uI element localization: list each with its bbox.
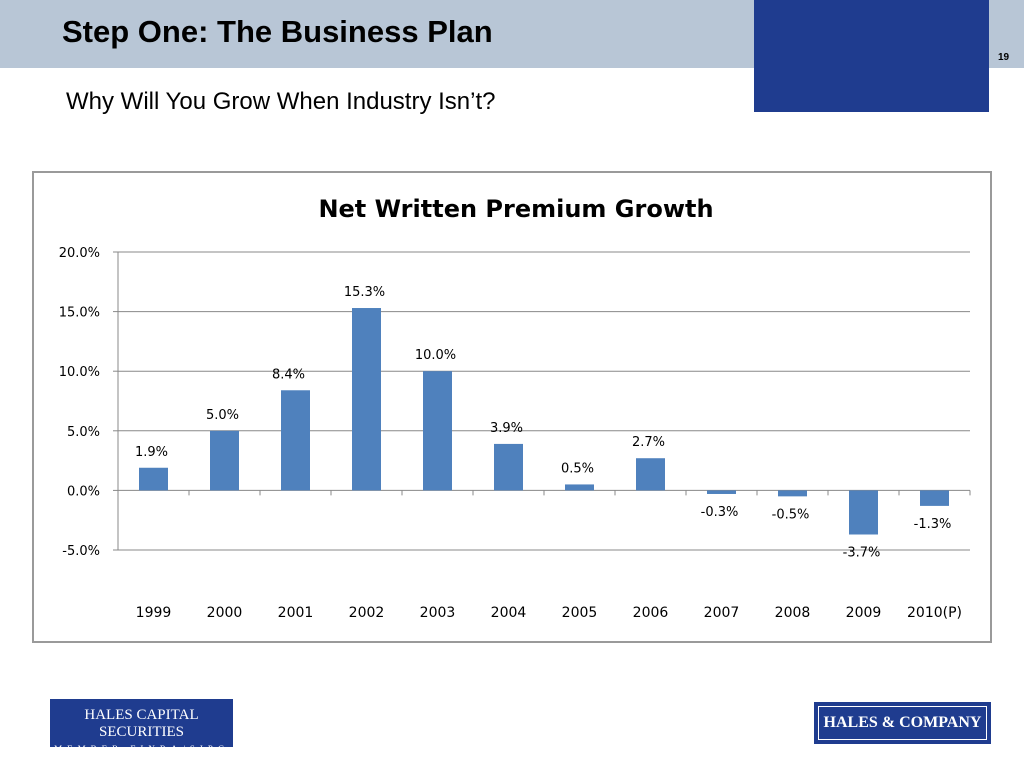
data-label-1999: 1.9%: [135, 445, 168, 460]
logo-left-line2: MEMBER FINRA/SIPC: [54, 744, 229, 754]
bar-chart: Net Written Premium Growth 20.0% 15.0% 10.0…: [59, 195, 971, 621]
x-tick-label-2006: 2006: [633, 605, 669, 621]
data-label-2001: 8.4%: [272, 367, 305, 382]
data-label-2004: 3.9%: [490, 421, 523, 436]
hales-capital-securities-logo: HALES CAPITAL SECURITIES MEMBER FINRA/SI…: [50, 699, 233, 754]
x-tick-label-2001: 2001: [278, 605, 314, 621]
x-tick-label-2002: 2002: [349, 605, 385, 621]
hales-and-company-logo: HALES & COMPANY: [814, 702, 991, 744]
x-tick-label-2008: 2008: [775, 605, 811, 621]
slide-number: 19: [998, 52, 1010, 63]
y-tick-label: 15.0%: [59, 306, 100, 321]
data-label-2002: 15.3%: [344, 285, 385, 300]
x-tick-label-1999: 1999: [136, 605, 172, 621]
y-tick-label: 20.0%: [59, 246, 100, 261]
data-label-2005: 0.5%: [561, 461, 594, 476]
bar-2000: [210, 430, 239, 491]
slide-subtitle: Why Will You Grow When Industry Isn’t?: [66, 88, 496, 115]
bar-2002: [352, 308, 381, 491]
data-label-2000: 5.0%: [206, 408, 239, 423]
bar-2001: [281, 390, 310, 491]
bar-2003: [423, 371, 452, 491]
logo-left-line1: HALES CAPITAL SECURITIES: [84, 707, 199, 740]
x-tick-label-2005: 2005: [562, 605, 598, 621]
y-tick-label: -5.0%: [62, 544, 100, 559]
bar-2008: [778, 490, 807, 497]
data-label-2003: 10.0%: [415, 348, 456, 363]
slide-title: Step One: The Business Plan: [62, 14, 493, 49]
y-tick-label: 0.0%: [67, 484, 100, 499]
data-label-2010(P): -1.3%: [914, 517, 952, 532]
bar-2010(P): [920, 490, 949, 506]
x-tick-label-2007: 2007: [704, 605, 740, 621]
y-tick-label: 5.0%: [67, 425, 100, 440]
bar-1999: [139, 467, 168, 491]
bar-2006: [636, 458, 665, 491]
data-label-2008: -0.5%: [772, 507, 810, 522]
data-label-2007: -0.3%: [701, 505, 739, 520]
x-tick-label-2010(P): 2010(P): [907, 605, 962, 621]
x-tick-label-2009: 2009: [846, 605, 882, 621]
x-tick-label-2004: 2004: [491, 605, 527, 621]
y-tick-label: 10.0%: [59, 365, 100, 380]
chart-frame: Net Written Premium Growth 20.0% 15.0% 10.0…: [32, 171, 992, 643]
corner-accent-block: [754, 0, 989, 112]
data-label-2006: 2.7%: [632, 435, 665, 450]
x-tick-label-2000: 2000: [207, 605, 243, 621]
bar-2009: [849, 490, 878, 535]
bar-2004: [494, 443, 523, 491]
bar-2007: [707, 490, 736, 494]
chart-title: Net Written Premium Growth: [318, 195, 713, 223]
logo-right-text: HALES & COMPANY: [823, 714, 982, 731]
data-label-2009: -3.7%: [843, 546, 881, 561]
bar-2005: [565, 484, 594, 491]
x-tick-label-2003: 2003: [420, 605, 456, 621]
